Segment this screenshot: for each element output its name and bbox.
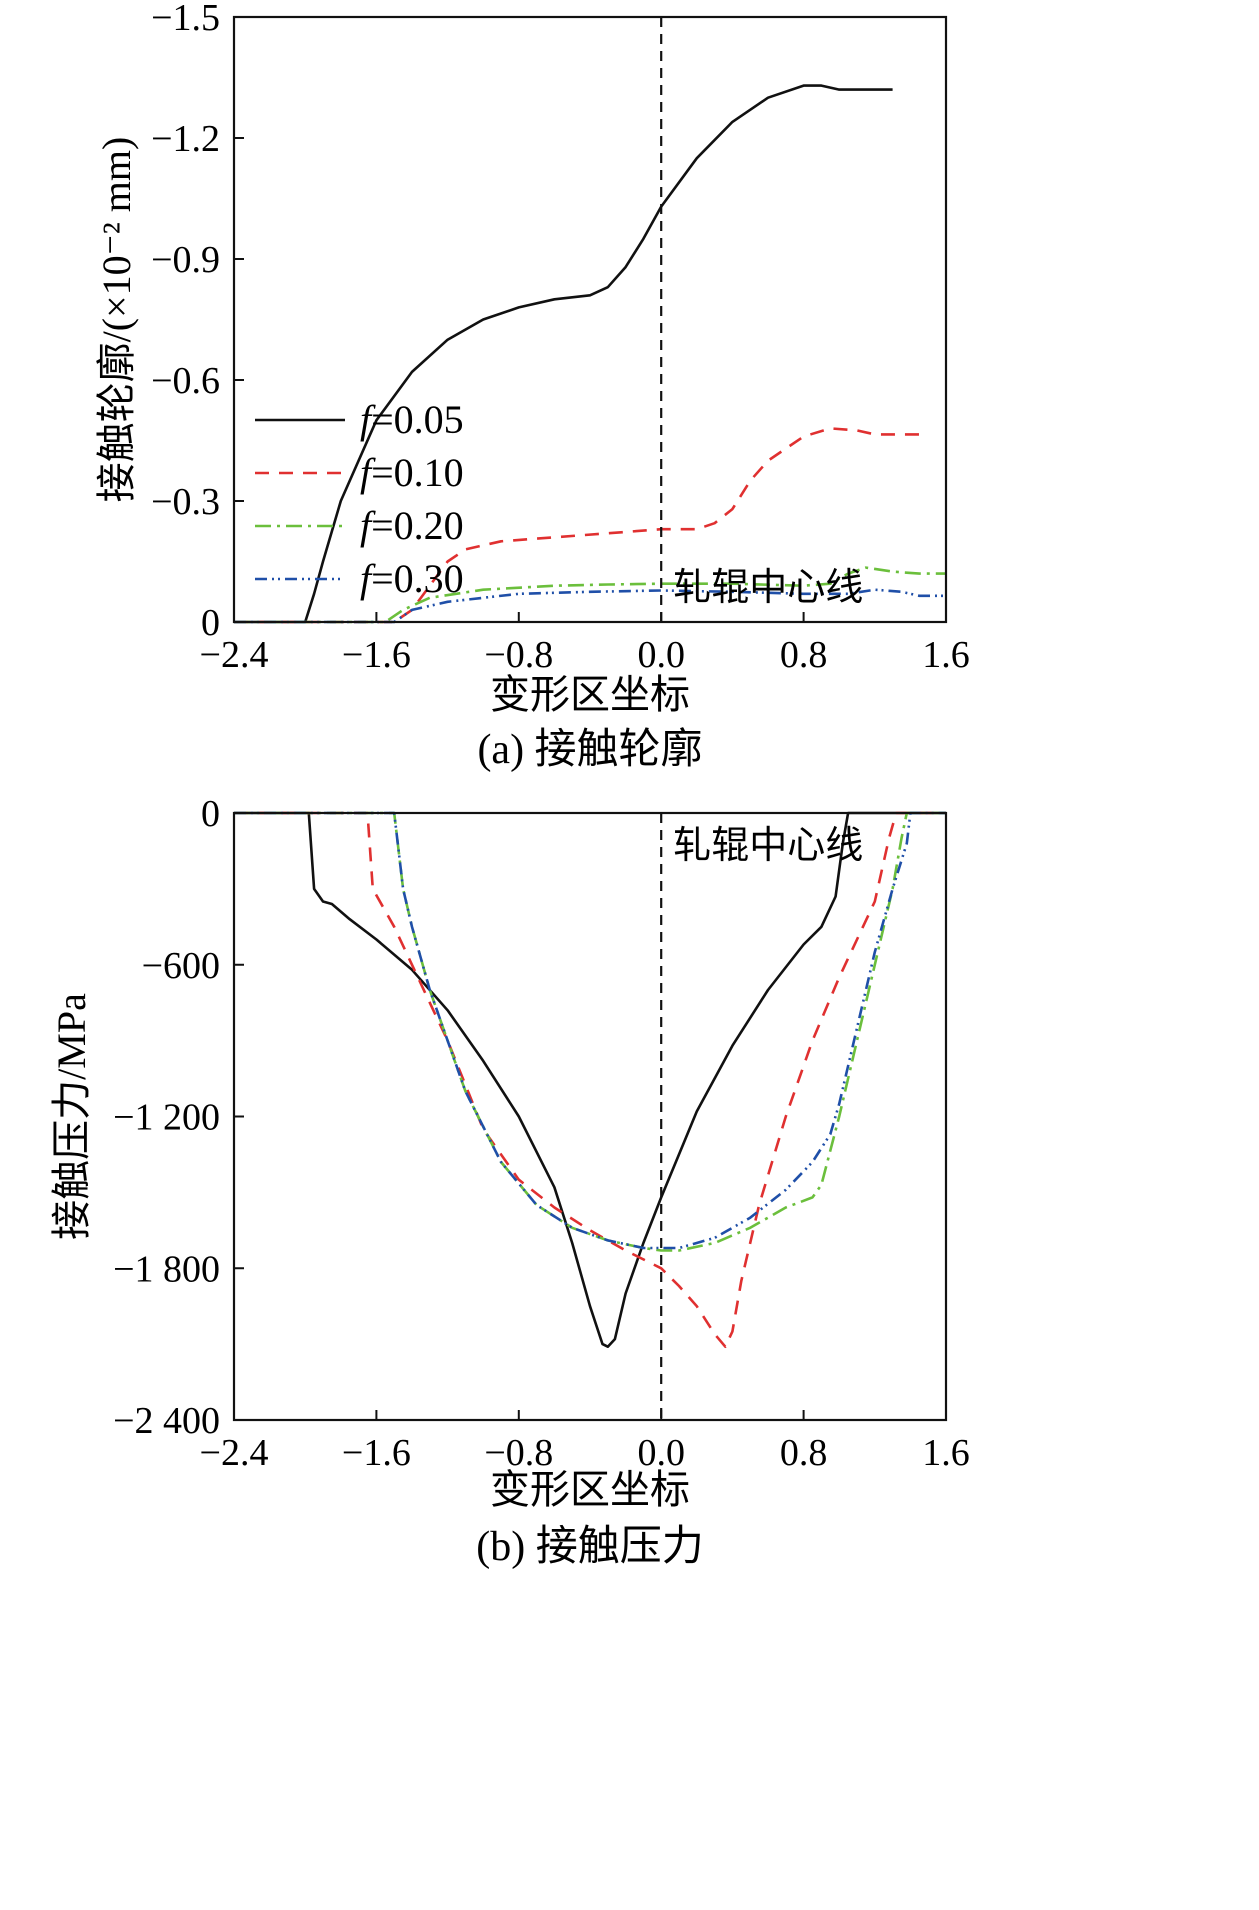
- panel-b-x-axis-label: 变形区坐标: [490, 1467, 690, 1512]
- x-tick-label: −1.6: [342, 1432, 411, 1474]
- y-tick-label: −1 800: [113, 1248, 220, 1290]
- panel-a-caption: (a) 接触轮廓: [477, 727, 702, 773]
- panel-a-contact-profile: 轧辊中心线 −2.4 −1.6 −0.8 0.0 0.8 1.6 0 −0.3 −0.6 −0.…: [94, 0, 970, 773]
- legend-label: f=0.10: [360, 450, 464, 495]
- x-tick-label: −2.4: [200, 1432, 269, 1474]
- panel-b-x-ticks: −2.4 −1.6 −0.8 0.0 0.8 1.6: [200, 1410, 970, 1474]
- series-line-f010: [234, 811, 946, 1348]
- panel-a-x-ticks: −2.4 −1.6 −0.8 0.0 0.8 1.6: [200, 612, 970, 676]
- panel-b-series-group: [234, 811, 946, 1348]
- legend-label: f=0.05: [360, 397, 464, 442]
- x-tick-label: 1.6: [922, 634, 970, 676]
- y-tick-label: −1 200: [113, 1097, 220, 1139]
- y-tick-label: −600: [142, 945, 220, 987]
- legend-label: f=0.30: [360, 556, 464, 601]
- panel-a-y-ticks: 0 −0.3 −0.6 −0.9 −1.2 −1.5: [151, 0, 244, 644]
- y-tick-label: −0.9: [151, 239, 220, 281]
- y-tick-label: −0.3: [151, 481, 220, 523]
- y-tick-label: 0: [201, 602, 220, 644]
- x-tick-label: −2.4: [200, 634, 269, 676]
- x-tick-label: 0.0: [637, 1432, 685, 1474]
- panel-b-y-axis-label: 接触压力/MPa: [49, 993, 94, 1240]
- panel-b-centerline-label: 轧辊中心线: [673, 825, 863, 867]
- panel-b-caption: (b) 接触压力: [476, 1524, 703, 1570]
- x-tick-label: 0.0: [637, 634, 685, 676]
- series-line-f005: [234, 811, 946, 1348]
- panel-a-x-axis-label: 变形区坐标: [490, 672, 690, 717]
- x-tick-label: 0.8: [780, 1432, 828, 1474]
- x-tick-label: −1.6: [342, 634, 411, 676]
- legend-label: f=0.20: [360, 503, 464, 548]
- y-tick-label: −1.5: [151, 0, 220, 39]
- panel-a-plot-frame: [232, 15, 948, 624]
- panel-a-legend: f=0.05 f=0.10 f=0.20 f=0.30: [255, 397, 464, 601]
- y-tick-label: −2 400: [113, 1400, 220, 1442]
- y-tick-label: −1.2: [151, 118, 220, 160]
- panel-a-centerline-label: 轧辊中心线: [673, 567, 863, 609]
- series-line-f010: [234, 427, 920, 624]
- x-tick-label: −0.8: [484, 1432, 553, 1474]
- series-line-f005: [234, 84, 893, 624]
- panel-a-series-group: [234, 84, 946, 624]
- panel-b-y-ticks: −2 400 −1 800 −1 200 −600 0: [113, 793, 244, 1442]
- y-tick-label: −0.6: [151, 360, 220, 402]
- panel-a-y-axis-label: 接触轮廓/(×10⁻² mm): [94, 137, 139, 503]
- x-tick-label: −0.8: [484, 634, 553, 676]
- series-line-f030: [234, 811, 946, 1250]
- series-line-f030: [234, 588, 946, 624]
- panel-b-contact-pressure: 轧辊中心线 −2.4 −1.6 −0.8 0.0 0.8 1.6 −2 400 −1 800…: [49, 793, 970, 1570]
- x-tick-label: 0.8: [780, 634, 828, 676]
- x-tick-label: 1.6: [922, 1432, 970, 1474]
- y-tick-label: 0: [201, 793, 220, 835]
